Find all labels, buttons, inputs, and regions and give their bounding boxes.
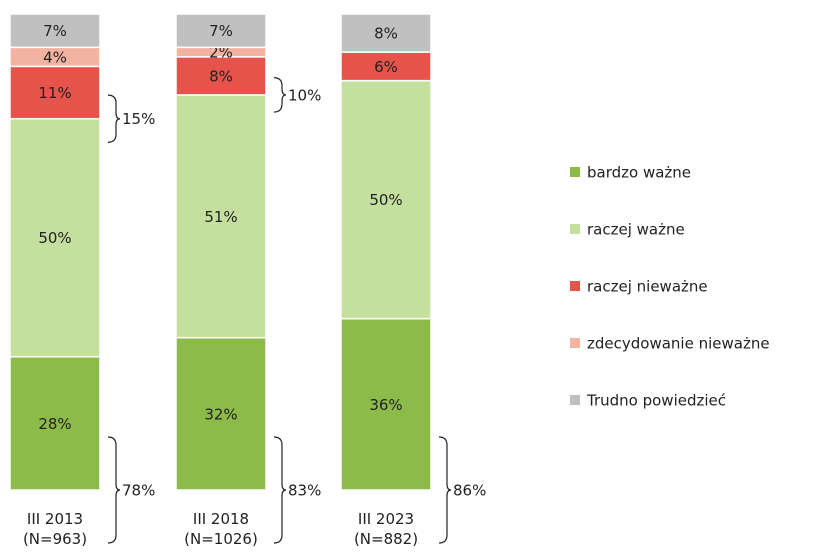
- bar-segment: [175, 56, 267, 96]
- legend-label: zdecydowanie nieważne: [587, 335, 770, 353]
- data-label: 6%: [374, 58, 398, 76]
- data-label: 8%: [209, 67, 233, 85]
- bar-segment: [340, 13, 432, 53]
- bar-segment: [9, 355, 101, 491]
- legend-swatch: [570, 395, 580, 405]
- legend-label: raczej nieważne: [587, 278, 708, 296]
- data-label: 28%: [38, 415, 71, 433]
- bracket: [107, 94, 121, 143]
- x-tick-label: III 2018 (N=1026): [184, 510, 258, 548]
- data-label: 7%: [209, 22, 233, 40]
- bar-segment: [175, 336, 267, 491]
- bar-segment: [175, 13, 267, 49]
- data-label: 36%: [369, 396, 402, 414]
- bar-segment: [175, 94, 267, 339]
- x-tick-label: III 2013 (N=963): [22, 510, 88, 548]
- legend-label: bardzo ważne: [587, 164, 691, 182]
- bracket-label: 83%: [288, 482, 321, 500]
- legend-swatch: [570, 338, 580, 348]
- bar-segment: [9, 117, 101, 358]
- bracket-label: 78%: [122, 482, 155, 500]
- data-label: 2%: [209, 44, 233, 62]
- x-tick-label: III 2023 (N=882): [353, 510, 419, 548]
- bracket: [107, 436, 121, 544]
- data-label: 50%: [369, 191, 402, 209]
- legend-swatch: [570, 281, 580, 291]
- legend-swatch: [570, 224, 580, 234]
- data-label: 7%: [43, 22, 67, 40]
- data-label: 8%: [374, 25, 398, 43]
- bracket: [273, 77, 287, 113]
- bracket: [438, 436, 452, 544]
- legend-label: raczej ważne: [587, 221, 685, 239]
- bracket-label: 86%: [453, 482, 486, 500]
- legend-label: Trudno powiedzieć: [586, 392, 726, 410]
- data-label: 32%: [204, 405, 237, 423]
- legend-swatch: [570, 167, 580, 177]
- data-label: 11%: [38, 84, 71, 102]
- bar-segment: [9, 13, 101, 49]
- data-label: 50%: [38, 229, 71, 247]
- bar-segment: [340, 79, 432, 320]
- data-label: 51%: [204, 208, 237, 226]
- bracket: [273, 436, 287, 544]
- bracket-label: 10%: [288, 86, 321, 104]
- bracket-label: 15%: [122, 110, 155, 128]
- data-label: 4%: [43, 48, 67, 66]
